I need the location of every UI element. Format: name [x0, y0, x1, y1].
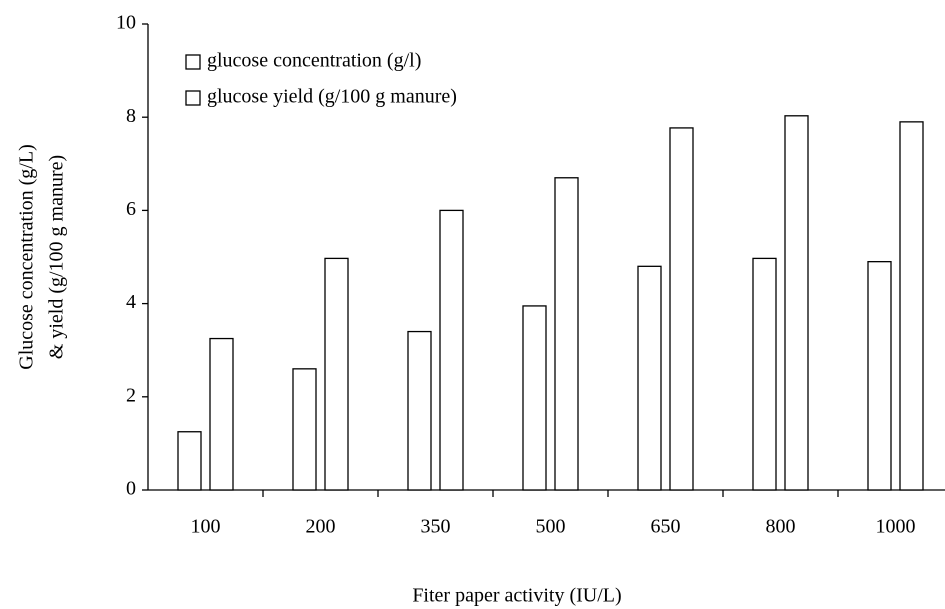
bar: [867, 261, 892, 491]
bar: [899, 121, 924, 491]
x-tick-label: 100: [191, 516, 221, 538]
y-tick-label: 0: [126, 478, 136, 500]
bar: [752, 257, 777, 491]
y-tick-label: 2: [126, 384, 136, 406]
bar: [669, 127, 694, 491]
bar: [209, 337, 234, 491]
y-tick-label: 8: [126, 105, 136, 127]
y-tick-label: 4: [126, 291, 136, 313]
legend-swatch: [185, 54, 201, 70]
bar: [292, 368, 317, 491]
x-tick-label: 500: [536, 516, 566, 538]
x-tick-label: 650: [651, 516, 681, 538]
x-axis-label: Fiter paper activity (IU/L): [412, 585, 621, 607]
y-tick-label: 6: [126, 198, 136, 220]
bar: [439, 209, 464, 491]
legend-label: glucose yield (g/100 g manure): [207, 86, 457, 108]
bar: [324, 257, 349, 491]
x-tick-label: 800: [766, 516, 796, 538]
y-axis-label: & yield (g/100 g manure): [46, 155, 68, 359]
bar: [637, 265, 662, 491]
y-axis-label: Glucose concentration (g/L): [16, 144, 38, 369]
bar: [522, 305, 547, 491]
legend-swatch: [185, 90, 201, 106]
legend-label: glucose concentration (g/l): [207, 50, 421, 72]
bar: [554, 177, 579, 491]
y-tick-label: 10: [116, 12, 136, 34]
x-tick-label: 350: [421, 516, 451, 538]
x-tick-label: 200: [306, 516, 336, 538]
bar: [784, 115, 809, 491]
bar: [177, 431, 202, 491]
bar: [407, 330, 432, 491]
x-tick-label: 1000: [876, 516, 916, 538]
